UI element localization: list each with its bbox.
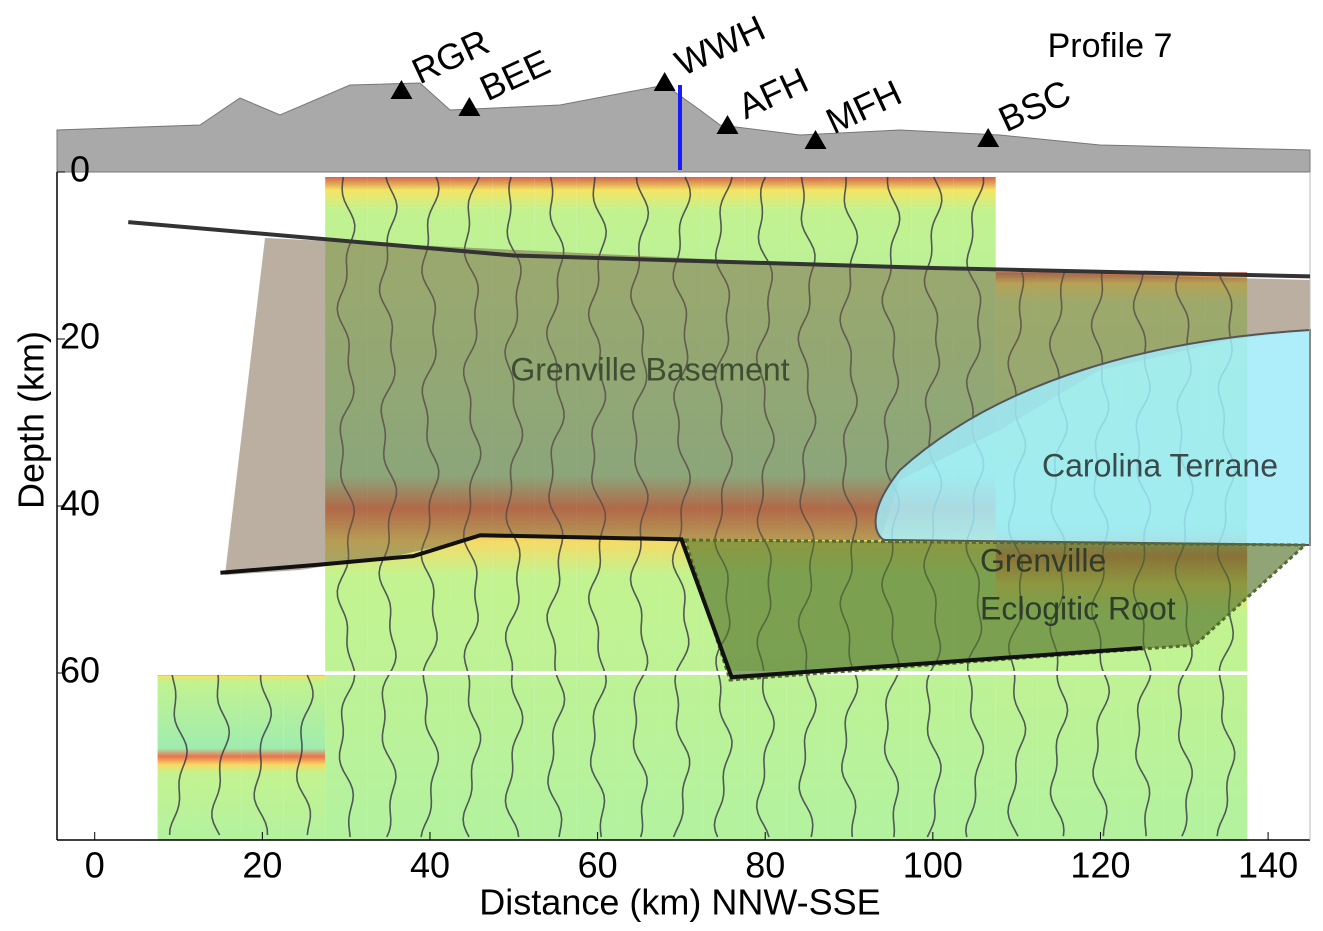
rf-column	[158, 673, 200, 840]
y-tick-label: 60	[60, 650, 100, 691]
x-tick-label: 100	[903, 845, 963, 886]
x-tick-label: 80	[745, 845, 785, 886]
unit-label: Carolina Terrane	[1042, 447, 1278, 483]
y-tick-label: 0	[70, 149, 90, 190]
rf-column	[199, 673, 241, 840]
station-marker	[458, 97, 480, 116]
chart: Profile 7 Distance (km) NNW-SSE Depth (k…	[0, 0, 1323, 926]
x-tick-label: 140	[1238, 845, 1298, 886]
topography	[57, 83, 1310, 172]
x-tick-label: 120	[1070, 845, 1130, 886]
station-label: BSC	[992, 71, 1076, 139]
x-tick-label: 60	[578, 845, 618, 886]
rf-column	[283, 673, 325, 840]
unit-label: Eclogitic Root	[980, 590, 1176, 626]
y-axis-label: Depth (km)	[11, 331, 52, 509]
unit-label: Grenville Basement	[510, 351, 789, 387]
station-label: WWH	[669, 7, 771, 84]
station-marker	[654, 72, 676, 91]
y-tick-label: 20	[60, 316, 100, 357]
x-tick-label: 40	[410, 845, 450, 886]
chart-title: Profile 7	[1048, 27, 1173, 65]
y-tick-label: 40	[60, 483, 100, 524]
station-label: AFH	[732, 59, 815, 127]
x-tick-label: 0	[85, 845, 105, 886]
x-tick-label: 20	[242, 845, 282, 886]
unit-label: Grenville	[980, 542, 1106, 578]
x-axis-label: Distance (km) NNW-SSE	[479, 882, 880, 923]
